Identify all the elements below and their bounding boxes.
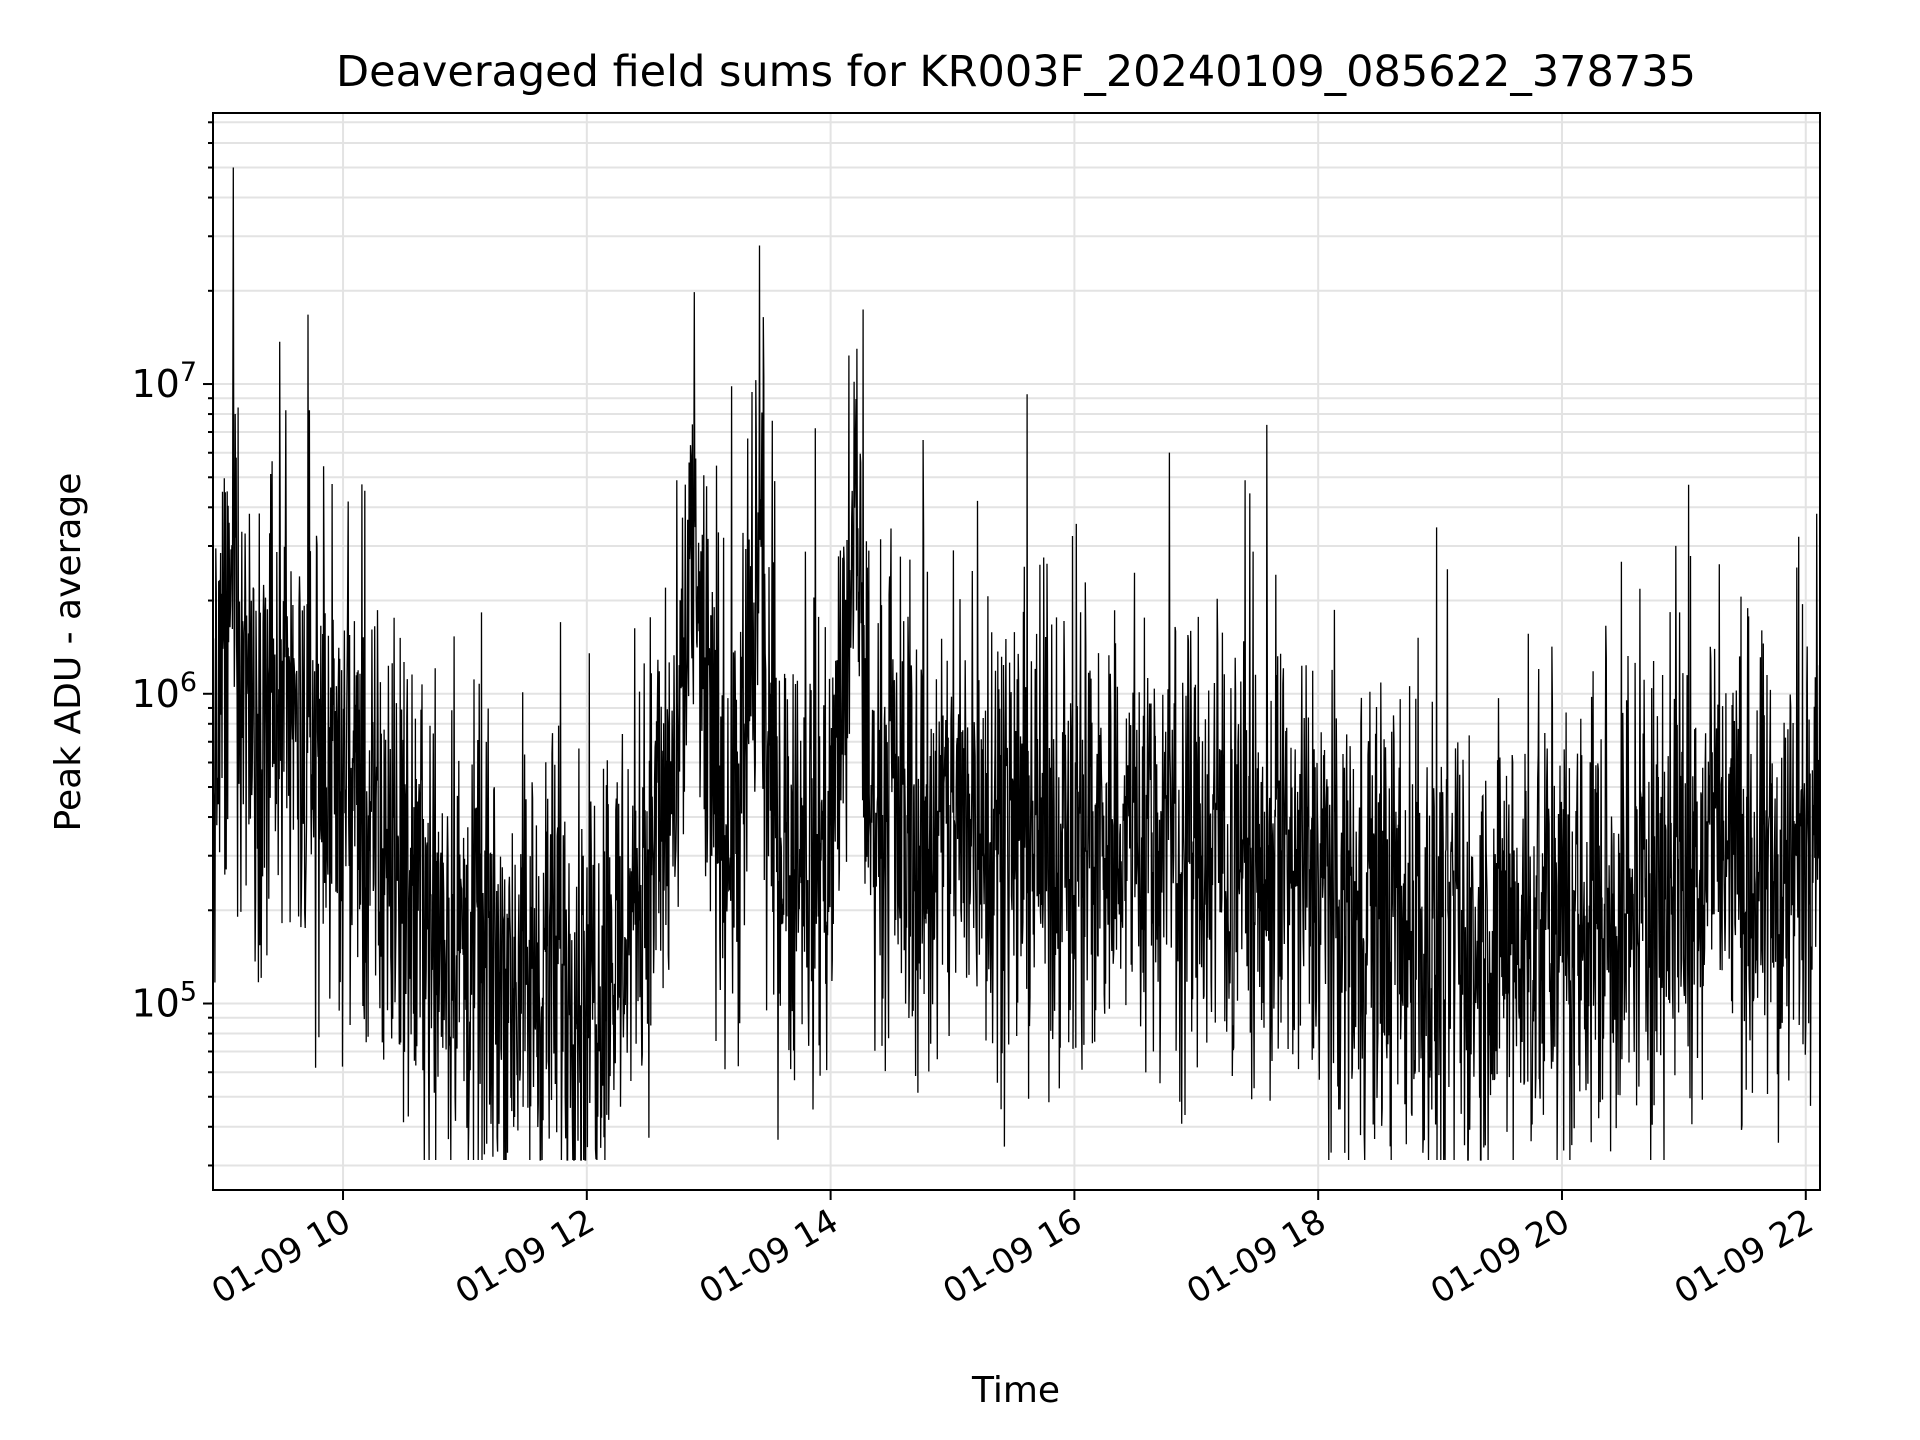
y-tick-base: 10 [131,672,179,716]
y-tick-label: 105 [131,977,197,1026]
plot-frame [212,112,1821,1191]
y-tick-base: 10 [131,362,179,406]
y-tick-base: 10 [131,982,179,1026]
chart-title: Deaveraged field sums for KR003F_2024010… [336,47,1696,97]
y-tick-exponent: 5 [180,977,197,1008]
x-grid [342,113,1807,1190]
y-tick-exponent: 6 [180,667,197,698]
series-line [212,167,1821,1161]
x-axis-label: Time [971,1370,1060,1411]
y-axis-label: Peak ADU - average [48,473,89,832]
y-tick-exponent: 7 [180,357,197,388]
y-tick-label: 107 [131,357,197,406]
y-tick-label: 106 [131,667,197,716]
